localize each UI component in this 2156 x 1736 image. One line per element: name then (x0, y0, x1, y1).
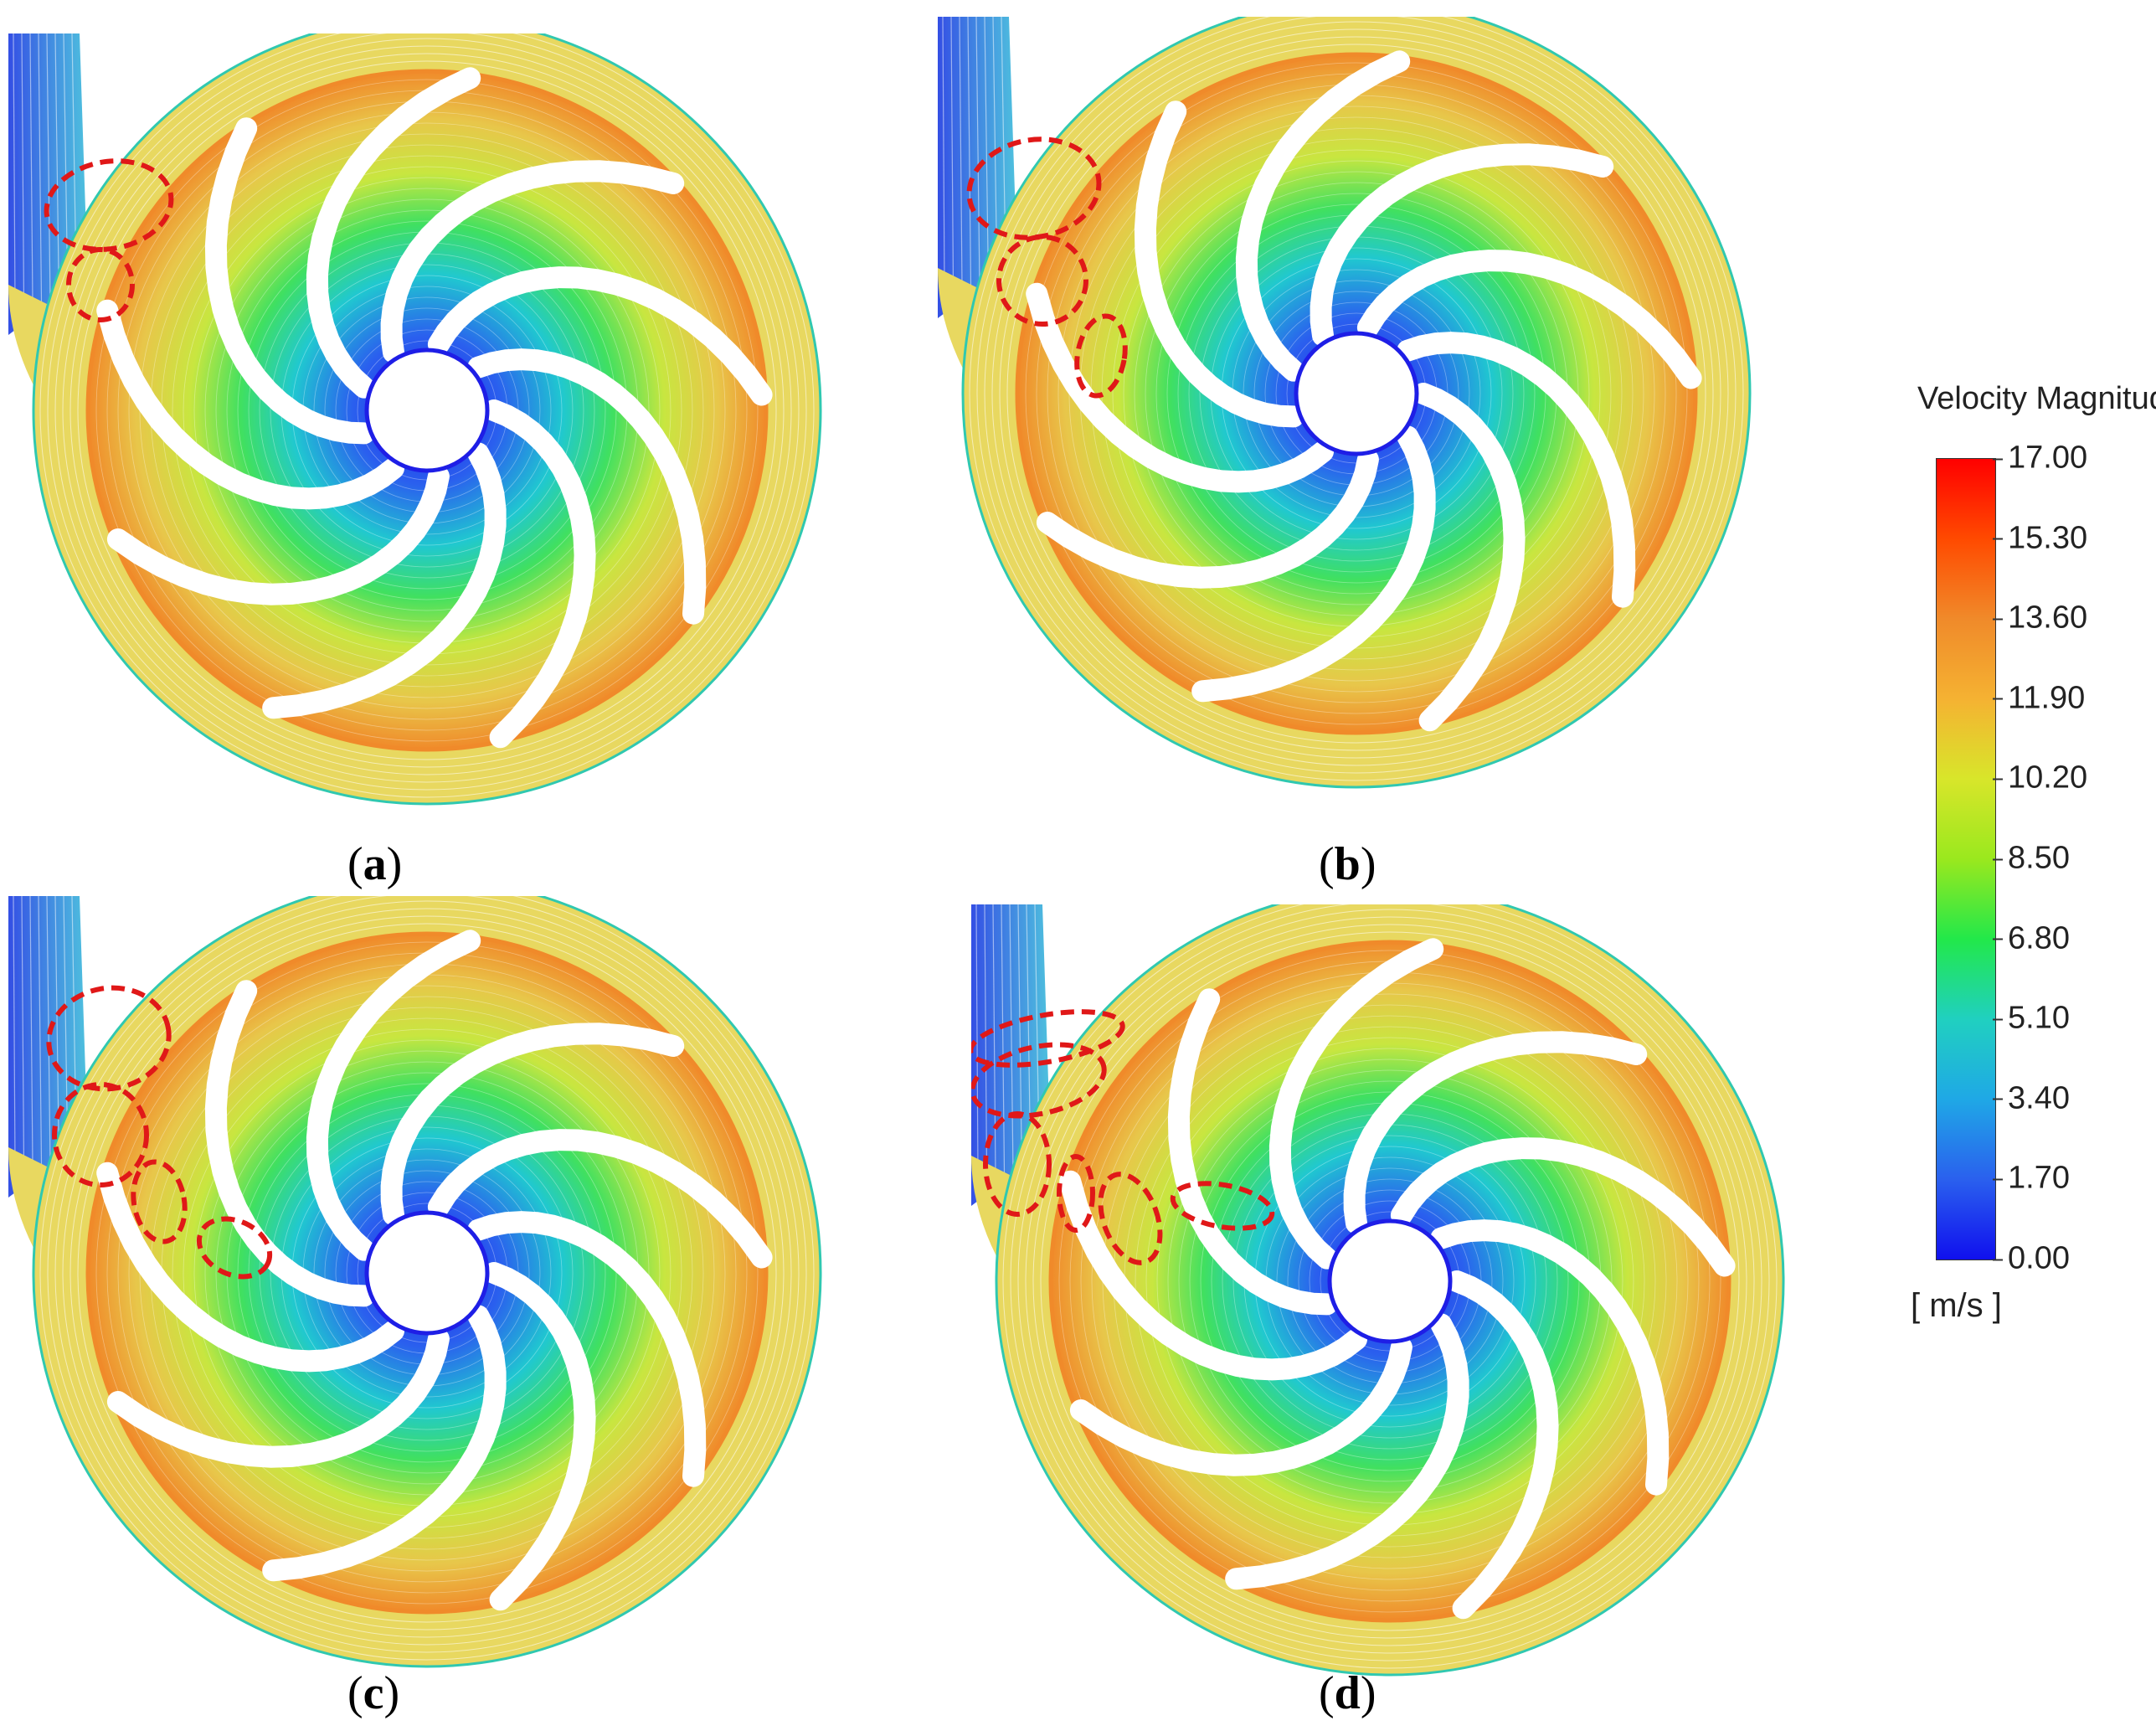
vortex-marker (66, 247, 135, 322)
vortex-markers (966, 137, 1128, 399)
legend-tick-label: 15.30 (1992, 520, 2088, 556)
streamline-panel-d (971, 904, 1809, 1708)
legend-title: Velocity Magnitude (1917, 381, 2156, 416)
vortex-marker (44, 158, 174, 252)
pump-streamline-plot-c (8, 896, 822, 1668)
vortex-marker (46, 985, 172, 1092)
legend-tick-label: 17.00 (1992, 440, 2088, 476)
pump-streamline-plot-a (8, 33, 822, 806)
vortex-marker (196, 1216, 273, 1280)
legend-color-bar (1936, 458, 1996, 1260)
legend-tick-label: 3.40 (1993, 1080, 2070, 1116)
vortex-marker (1170, 1181, 1275, 1231)
vortex-marker (52, 1082, 149, 1187)
vortex-marker (983, 1111, 1052, 1217)
panel-caption-c: (c) (347, 1667, 400, 1719)
panel-caption-a: (a) (347, 838, 403, 890)
legend-tick-label: 8.50 (1993, 840, 2070, 876)
legend-unit: [ m/s ] (1911, 1287, 2002, 1324)
vortex-marker (1074, 313, 1128, 399)
vortex-markers (971, 1009, 1275, 1265)
streamline-panel-b (938, 17, 1775, 821)
pump-geometry (971, 904, 1785, 1677)
streamline-panel-c (8, 896, 846, 1700)
pump-geometry (938, 17, 1752, 789)
pump-geometry (8, 896, 822, 1668)
legend-tick-label: 11.90 (1992, 680, 2086, 716)
vortex-marker (971, 1042, 1107, 1119)
legend-tick-label: 1.70 (1993, 1160, 2070, 1196)
panel-caption-b: (b) (1319, 838, 1376, 890)
pump-streamline-plot-d (971, 904, 1785, 1677)
vortex-marker (1057, 1154, 1095, 1233)
vortex-markers (44, 158, 174, 322)
vortex-marker (996, 234, 1088, 327)
panel-caption-d: (d) (1319, 1667, 1376, 1719)
pump-geometry (8, 33, 822, 806)
pump-streamline-plot-b (938, 17, 1752, 789)
streamline-panel-a (8, 33, 846, 837)
legend-tick-label: 0.00 (1993, 1240, 2070, 1276)
velocity-legend: Velocity Magnitude 17.00 15.30 13.60 11.90 1… (1892, 381, 2156, 1352)
legend-tick-label: 5.10 (1993, 1000, 2070, 1036)
legend-tick-label: 10.20 (1992, 760, 2088, 796)
legend-tick-label: 6.80 (1993, 920, 2070, 956)
vortex-marker (966, 137, 1102, 240)
vortex-marker (1098, 1172, 1163, 1265)
legend-tick-label: 13.60 (1992, 600, 2088, 636)
vortex-marker (971, 1009, 1125, 1068)
